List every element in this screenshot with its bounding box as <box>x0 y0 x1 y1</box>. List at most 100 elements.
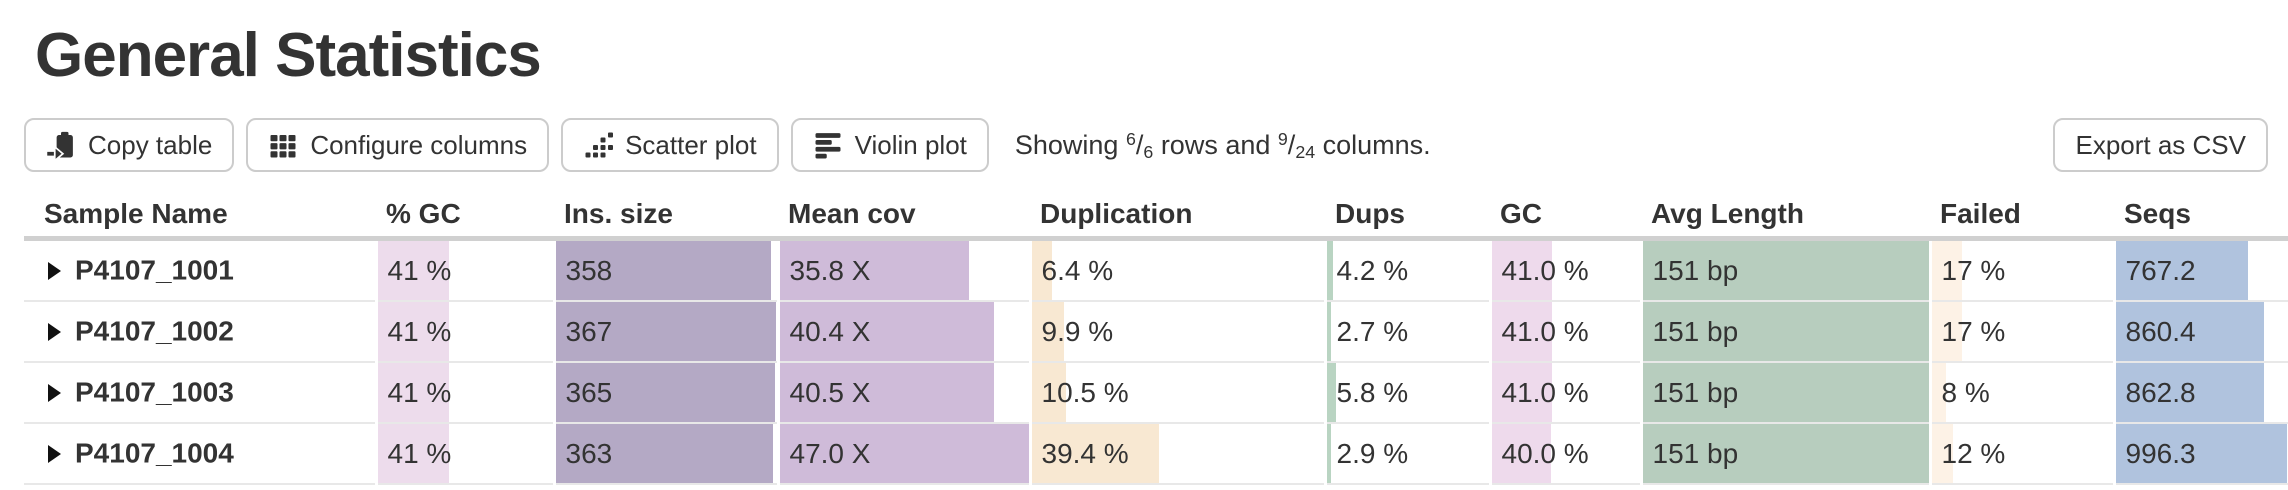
gc-bar <box>1491 301 1553 361</box>
cell-ins-size: 367 <box>552 300 778 363</box>
seqs-bar <box>2115 240 2248 300</box>
configure-columns-button[interactable]: Configure columns <box>246 118 550 172</box>
header-failed[interactable]: Failed <box>1930 193 2114 241</box>
dups-bar <box>1326 423 1332 483</box>
cell-seqs: 996.3 <box>2112 422 2288 485</box>
table-row: P4107_1003 41 % 365 40.5 X 10.5 % 5.8 % … <box>24 361 2288 424</box>
row-expand-icon[interactable] <box>48 383 61 402</box>
configure-columns-label: Configure columns <box>310 129 528 160</box>
scatter-plot-button[interactable]: Scatter plot <box>561 118 779 172</box>
row-expand-icon[interactable] <box>48 261 61 280</box>
rows-shown-count: 6 <box>1125 128 1136 149</box>
mean-cov-bar <box>779 362 995 422</box>
sample-name-cell[interactable]: P4107_1003 <box>24 361 376 424</box>
pct-gc-bar <box>377 301 450 361</box>
ins-size-bar <box>555 423 774 483</box>
header-ins-size[interactable]: Ins. size <box>554 193 778 241</box>
table-row: P4107_1001 41 % 358 35.8 X 6.4 % 4.2 % 4… <box>24 238 2288 302</box>
cell-mean-cov: 40.5 X <box>776 361 1030 424</box>
grid-icon <box>268 130 298 160</box>
gc-bar <box>1491 240 1553 300</box>
header-gc[interactable]: GC <box>1490 193 1641 241</box>
row-expand-icon[interactable] <box>48 322 61 341</box>
cell-avg-length: 151 bp <box>1639 422 1930 485</box>
scatter-dots-icon <box>583 130 614 160</box>
header-sample-name[interactable]: Sample Name <box>24 193 376 241</box>
avg-length-bar <box>1642 362 1929 422</box>
cell-dups: 2.9 % <box>1323 422 1490 485</box>
header-seqs[interactable]: Seqs <box>2114 193 2288 241</box>
scatter-plot-label: Scatter plot <box>625 129 757 160</box>
seqs-bar <box>2115 423 2288 483</box>
cell-dups: 4.2 % <box>1323 238 1490 302</box>
clipboard-icon <box>46 130 76 160</box>
cell-pct-gc: 41 % <box>374 361 554 424</box>
toolbar: Copy table Configure columns <box>24 117 2268 173</box>
mean-cov-bar <box>779 423 1029 483</box>
cell-failed: 8 % <box>1928 361 2114 424</box>
sample-name: P4107_1003 <box>75 376 234 408</box>
cell-duplication: 9.9 % <box>1028 300 1325 363</box>
header-duplication[interactable]: Duplication <box>1030 193 1325 241</box>
gc-bar <box>1491 423 1551 483</box>
cell-ins-size: 363 <box>552 422 778 485</box>
cell-gc: 41.0 % <box>1488 361 1641 424</box>
cell-gc: 40.0 % <box>1488 422 1641 485</box>
cell-duplication: 6.4 % <box>1028 238 1325 302</box>
cell-ins-size: 365 <box>552 361 778 424</box>
sample-name-cell[interactable]: P4107_1004 <box>24 422 376 485</box>
header-dups[interactable]: Dups <box>1325 193 1490 241</box>
header-row: Sample Name % GC Ins. size Mean cov Dupl… <box>24 193 2288 241</box>
duplication-bar <box>1031 423 1160 483</box>
cell-seqs: 860.4 <box>2112 300 2288 363</box>
cols-total-count: 24 <box>1295 142 1316 163</box>
header-mean-cov[interactable]: Mean cov <box>778 193 1030 241</box>
header-pct-gc[interactable]: % GC <box>376 193 554 241</box>
seqs-bar <box>2115 362 2265 422</box>
sample-name-cell[interactable]: P4107_1001 <box>24 238 376 302</box>
copy-table-label: Copy table <box>88 129 213 160</box>
showing-summary: Showing 6/6 rows and 9/24 columns. <box>1014 128 1431 163</box>
ins-size-bar <box>555 362 775 422</box>
cell-avg-length: 151 bp <box>1639 361 1930 424</box>
cell-seqs: 767.2 <box>2112 238 2288 302</box>
violin-bars-icon <box>813 130 843 160</box>
copy-table-button[interactable]: Copy table <box>24 118 235 172</box>
sample-name-cell[interactable]: P4107_1002 <box>24 300 376 363</box>
cell-gc: 41.0 % <box>1488 300 1641 363</box>
cell-mean-cov: 35.8 X <box>776 238 1030 302</box>
failed-bar <box>1931 240 1963 300</box>
dups-bar <box>1326 301 1331 361</box>
export-csv-button[interactable]: Export as CSV <box>2053 118 2268 172</box>
header-avg-length[interactable]: Avg Length <box>1641 193 1930 241</box>
cell-failed: 12 % <box>1928 422 2114 485</box>
mean-cov-bar <box>779 301 994 361</box>
cell-failed: 17 % <box>1928 300 2114 363</box>
pct-gc-bar <box>377 423 450 483</box>
cell-pct-gc: 41 % <box>374 300 554 363</box>
sample-name: P4107_1001 <box>75 254 234 286</box>
cell-avg-length: 151 bp <box>1639 238 1930 302</box>
violin-plot-button[interactable]: Violin plot <box>790 118 989 172</box>
pct-gc-bar <box>377 240 450 300</box>
sample-name: P4107_1002 <box>75 315 234 347</box>
cell-mean-cov: 40.4 X <box>776 300 1030 363</box>
duplication-bar <box>1031 301 1064 361</box>
table-row: P4107_1004 41 % 363 47.0 X 39.4 % 2.9 % … <box>24 422 2288 485</box>
page-title: General Statistics <box>35 21 542 90</box>
rows-total-count: 6 <box>1143 142 1154 163</box>
row-expand-icon[interactable] <box>48 444 61 463</box>
cell-failed: 17 % <box>1928 238 2114 302</box>
cell-mean-cov: 47.0 X <box>776 422 1030 485</box>
cell-gc: 41.0 % <box>1488 238 1641 302</box>
failed-bar <box>1931 423 1954 483</box>
gc-bar <box>1491 362 1553 422</box>
sample-name: P4107_1004 <box>75 437 234 469</box>
general-statistics-table: Sample Name % GC Ins. size Mean cov Dupl… <box>24 193 2288 485</box>
dups-bar <box>1326 240 1334 300</box>
export-csv-label: Export as CSV <box>2075 129 2246 160</box>
cell-pct-gc: 41 % <box>374 422 554 485</box>
failed-bar <box>1931 301 1963 361</box>
cell-dups: 2.7 % <box>1323 300 1490 363</box>
duplication-bar <box>1031 240 1053 300</box>
